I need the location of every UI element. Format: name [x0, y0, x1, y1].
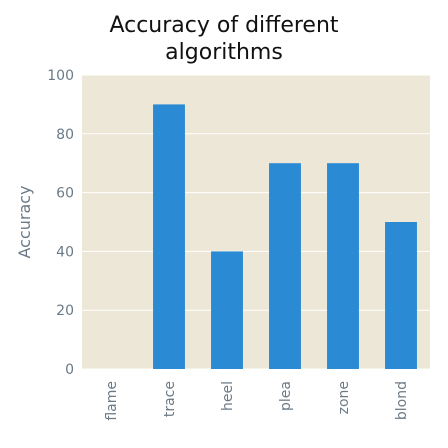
y-axis-label: Accuracy: [15, 185, 34, 258]
y-tick-label: 40: [56, 244, 74, 260]
chart-title: Accuracy of different algorithms: [109, 13, 339, 65]
y-tick-label: 60: [56, 186, 74, 202]
x-tick-label: heel: [220, 381, 236, 411]
x-tick-labels: flame trace heel plea zone blond: [104, 381, 410, 421]
y-tick-label: 20: [56, 303, 74, 319]
y-tick-label: 80: [56, 127, 74, 143]
plot-background: [82, 75, 430, 369]
grid-lines: [82, 74, 430, 370]
x-tick-label: blond: [394, 381, 410, 420]
x-tick-label: plea: [278, 381, 294, 411]
bar-plea: [269, 163, 301, 369]
bar-trace: [153, 104, 185, 370]
x-tick-label: flame: [104, 381, 120, 421]
x-tick-label: zone: [336, 381, 352, 414]
y-tick-label: 100: [47, 68, 74, 84]
x-tick-label: trace: [162, 381, 178, 417]
bar-blond: [385, 222, 417, 369]
bars: [153, 104, 417, 370]
bar-zone: [327, 163, 359, 369]
y-tick-label: 0: [65, 362, 74, 378]
bar-heel: [211, 251, 243, 369]
y-tick-labels: 0 20 40 60 80 100: [47, 68, 74, 378]
